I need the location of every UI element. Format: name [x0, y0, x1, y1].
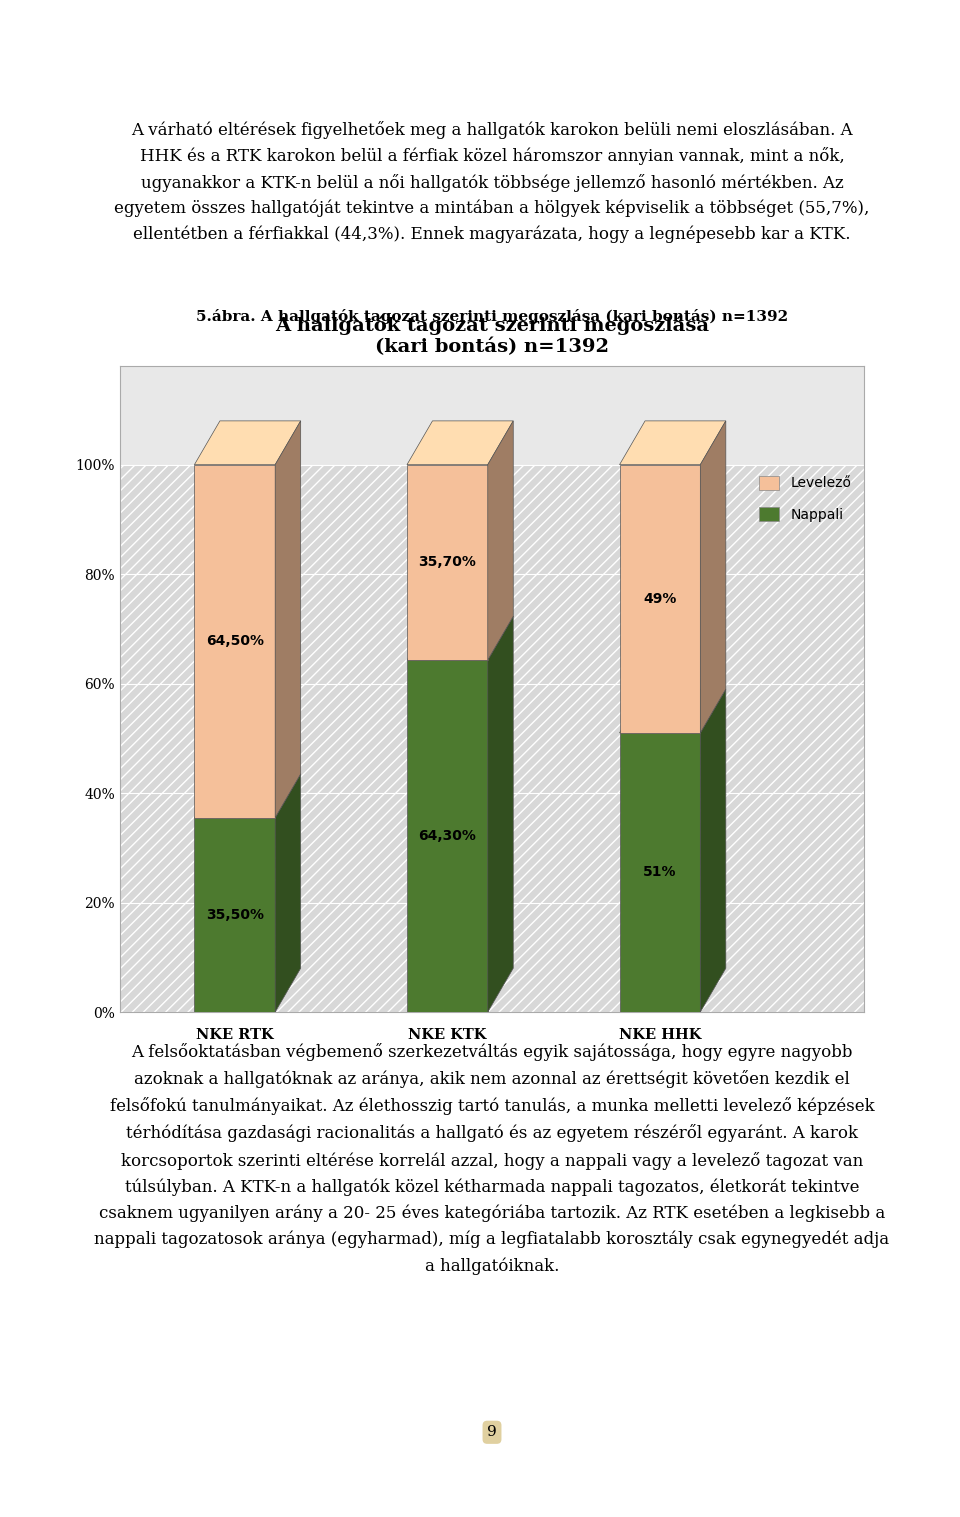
Bar — [120, 464, 864, 1012]
Polygon shape — [619, 733, 700, 1012]
Polygon shape — [700, 689, 726, 1012]
Polygon shape — [276, 420, 300, 818]
Polygon shape — [407, 660, 488, 1012]
Text: 64,50%: 64,50% — [205, 634, 264, 648]
Text: 51%: 51% — [643, 865, 677, 880]
Polygon shape — [700, 420, 726, 733]
Polygon shape — [194, 774, 300, 818]
Polygon shape — [407, 420, 514, 464]
Polygon shape — [194, 420, 300, 464]
Polygon shape — [407, 464, 488, 660]
Polygon shape — [488, 420, 514, 660]
Text: 9: 9 — [487, 1426, 497, 1440]
Polygon shape — [407, 616, 514, 660]
Polygon shape — [619, 464, 700, 733]
Title: A hallgatók tagozat szerinti megoszlása
(kari bontás) n=1392: A hallgatók tagozat szerinti megoszlása … — [275, 316, 709, 356]
Text: A felsőoktatásban végbemenő szerkezetváltás egyik sajátossága, hogy egyre nagyob: A felsőoktatásban végbemenő szerkezetvál… — [94, 1044, 890, 1274]
Text: 64,30%: 64,30% — [419, 828, 476, 843]
Polygon shape — [276, 774, 300, 1012]
Text: 35,50%: 35,50% — [205, 907, 264, 922]
Text: 35,70%: 35,70% — [419, 555, 476, 569]
Text: 49%: 49% — [643, 592, 677, 605]
Polygon shape — [619, 420, 726, 464]
Polygon shape — [194, 818, 276, 1012]
Polygon shape — [194, 464, 276, 818]
Legend: Levelező, Nappali: Levelező, Nappali — [753, 470, 857, 528]
Polygon shape — [619, 689, 726, 733]
Polygon shape — [488, 616, 514, 1012]
Text: A várható eltérések figyelhetőek meg a hallgatók karokon belüli nemi eloszlásába: A várható eltérések figyelhetőek meg a h… — [114, 121, 870, 243]
Text: 5.ábra. A hallgatók tagozat szerinti megoszlása (kari bontás) n=1392: 5.ábra. A hallgatók tagozat szerinti meg… — [196, 308, 788, 323]
